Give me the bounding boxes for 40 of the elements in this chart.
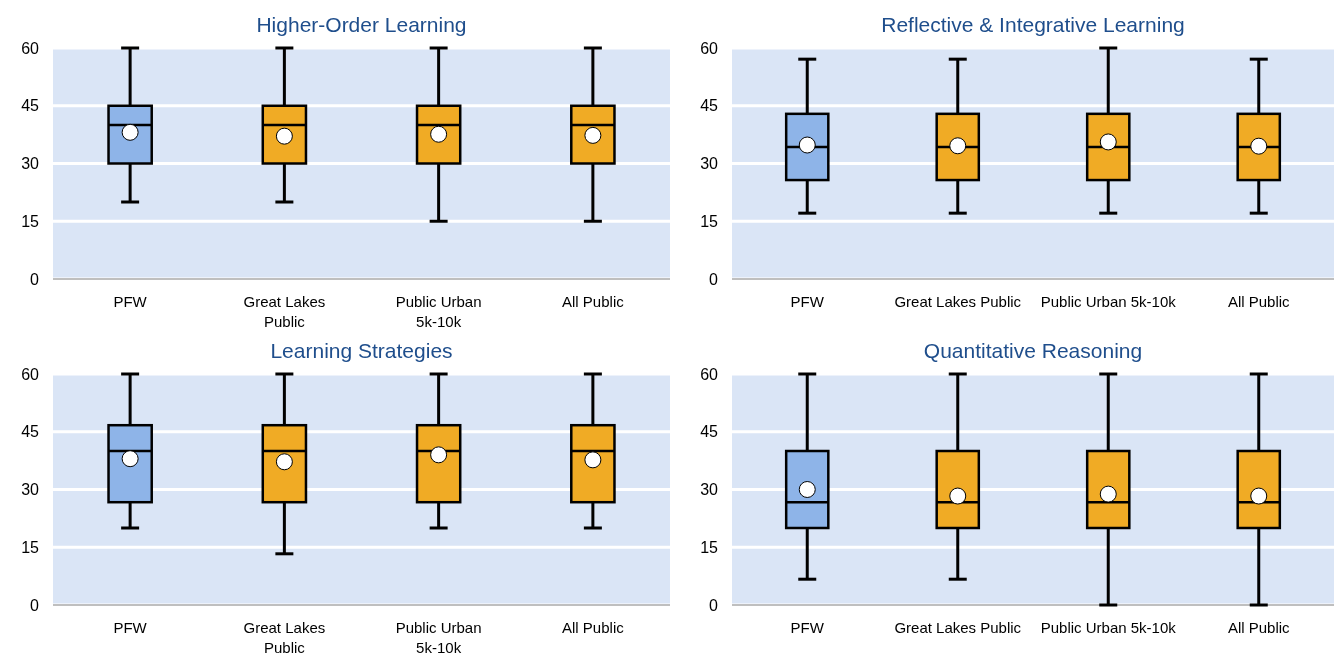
- x-tick-label: Public Urban 5k-10k: [1040, 293, 1177, 310]
- x-tick-label: Public Urban 5k-10k: [395, 619, 482, 656]
- y-tick-label: 15: [21, 212, 40, 230]
- y-tick-label: 0: [709, 596, 719, 614]
- x-tick-label: Great Lakes Public: [243, 293, 326, 330]
- chart-title: Learning Strategies: [270, 339, 453, 362]
- y-tick-label: 15: [700, 212, 719, 230]
- x-tick-label: Great Lakes Public: [894, 293, 1022, 310]
- x-tick-label: Great Lakes Public: [243, 619, 326, 656]
- y-tick-label: 0: [709, 270, 719, 288]
- y-tick-label: 15: [21, 538, 40, 556]
- y-tick-label: 15: [700, 538, 719, 556]
- y-tick-label: 60: [700, 39, 719, 57]
- x-tick-label: PFW: [113, 619, 148, 636]
- chart-title: Higher-Order Learning: [256, 13, 467, 36]
- y-tick-label: 60: [700, 365, 719, 383]
- x-tick-label: Public Urban 5k-10k: [1040, 619, 1177, 636]
- y-tick-label: 45: [700, 423, 719, 441]
- x-tick-label: PFW: [790, 619, 825, 636]
- x-tick-label: Great Lakes Public: [894, 619, 1022, 636]
- y-tick-label: 60: [21, 39, 40, 57]
- x-tick-label: PFW: [113, 293, 148, 310]
- y-tick-label: 45: [700, 97, 719, 115]
- y-tick-label: 30: [700, 481, 719, 499]
- chart-title: Reflective & Integrative Learning: [881, 13, 1185, 36]
- y-tick-label: 30: [700, 155, 719, 173]
- y-tick-label: 45: [21, 97, 40, 115]
- y-tick-label: 30: [21, 481, 40, 499]
- y-tick-label: 0: [30, 596, 40, 614]
- x-tick-label: All Public: [562, 619, 625, 636]
- chart-title: Quantitative Reasoning: [923, 339, 1143, 362]
- x-tick-label: All Public: [1227, 619, 1291, 636]
- x-tick-label: Public Urban 5k-10k: [395, 293, 482, 330]
- y-tick-label: 0: [30, 270, 40, 288]
- x-tick-label: PFW: [790, 293, 825, 310]
- y-tick-label: 60: [21, 365, 40, 383]
- x-tick-label: All Public: [1227, 293, 1291, 310]
- x-tick-label: All Public: [562, 293, 625, 310]
- y-tick-label: 30: [21, 155, 40, 173]
- y-tick-label: 45: [21, 423, 40, 441]
